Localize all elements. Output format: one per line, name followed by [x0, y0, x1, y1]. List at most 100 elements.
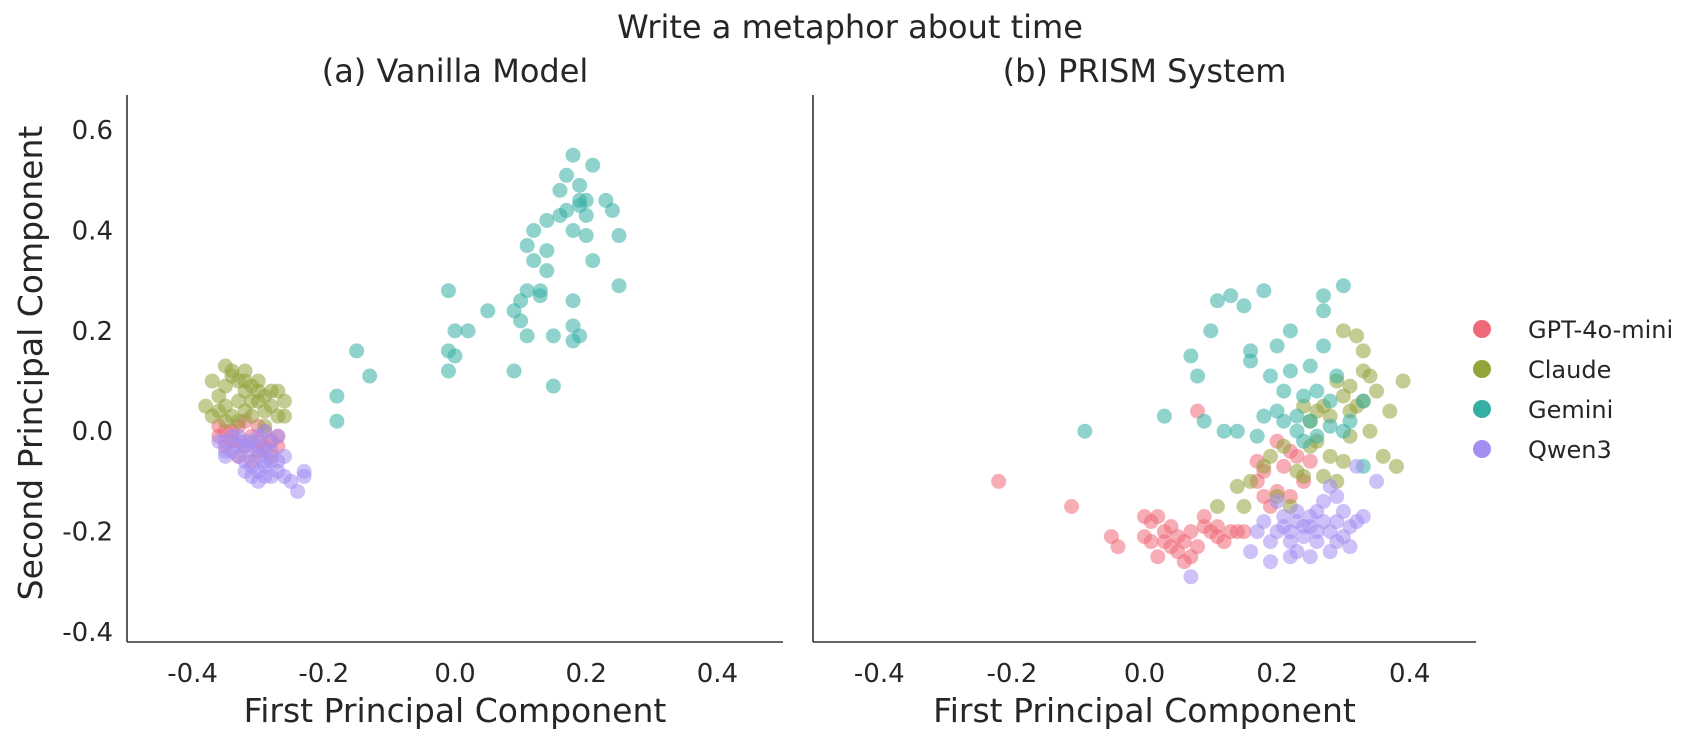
scatter-point: [572, 177, 588, 193]
scatter-point: [1262, 368, 1278, 384]
scatter-point: [1216, 423, 1232, 439]
x-tick-label: -0.2: [987, 659, 1038, 689]
series-gemini: [1077, 278, 1371, 474]
scatter-point: [296, 468, 312, 484]
scatter-point: [1150, 549, 1166, 565]
scatter-point: [1289, 504, 1305, 520]
scatter-point: [1249, 428, 1265, 444]
scatter-point: [1355, 509, 1371, 525]
scatter-point: [1282, 323, 1298, 339]
scatter-point: [1309, 383, 1325, 399]
scatter-point: [1276, 383, 1292, 399]
scatter-point: [578, 207, 594, 223]
y-tick-label: -0.4: [62, 618, 113, 648]
scatter-point: [604, 202, 620, 218]
scatter-point: [1362, 423, 1378, 439]
scatter-point: [1309, 504, 1325, 520]
scatter-point: [263, 453, 279, 469]
legend-item: Qwen3: [1473, 436, 1612, 464]
scatter-point: [991, 473, 1007, 489]
scatter-point: [1302, 413, 1318, 429]
scatter-point: [1282, 534, 1298, 550]
scatter-point: [1316, 303, 1332, 319]
scatter-point: [1190, 539, 1206, 555]
scatter-point: [539, 263, 555, 279]
scatter-point: [1329, 368, 1345, 384]
x-axis-label: First Principal Component: [933, 691, 1356, 730]
scatter-point: [1243, 353, 1259, 369]
scatter-point: [1296, 468, 1312, 484]
scatter-point: [1316, 338, 1332, 354]
scatter-point: [559, 167, 575, 183]
panel-vanilla: (a) Vanilla Model First Principal Compone…: [62, 52, 783, 730]
scatter-point: [513, 313, 529, 329]
scatter-point: [611, 228, 627, 244]
scatter-point: [1282, 363, 1298, 379]
scatter-point: [1183, 569, 1199, 585]
scatter-point: [244, 393, 260, 409]
scatter-point: [1183, 348, 1199, 364]
legend-item: GPT-4o-mini: [1473, 316, 1673, 344]
scatter-point: [1329, 488, 1345, 504]
x-tick-label: 0.4: [1389, 659, 1430, 689]
scatter-point: [565, 147, 581, 163]
scatter-point: [1243, 544, 1259, 560]
scatter-point: [532, 288, 548, 304]
figure-title: Write a metaphor about time: [617, 8, 1083, 46]
scatter-point: [440, 283, 456, 299]
scatter-point: [1342, 413, 1358, 429]
scatter-point: [519, 283, 535, 299]
y-tick-label: -0.2: [62, 518, 113, 548]
scatter-point: [1269, 524, 1285, 540]
scatter-point: [1302, 519, 1318, 535]
scatter-point: [237, 363, 253, 379]
scatter-point: [1229, 423, 1245, 439]
legend-marker: [1473, 400, 1491, 418]
scatter-point: [1236, 499, 1252, 515]
x-tick-label: 0.2: [1256, 659, 1297, 689]
scatter-point: [1256, 488, 1272, 504]
scatter-point: [1223, 288, 1239, 304]
scatter-point: [217, 448, 233, 464]
scatter-point: [329, 413, 345, 429]
x-tick-label: -0.4: [167, 659, 218, 689]
scatter-point: [1342, 539, 1358, 555]
scatter-point: [1156, 408, 1172, 424]
x-tick-label: 0.0: [1124, 659, 1165, 689]
scatter-point: [552, 182, 568, 198]
y-tick-label: 0.0: [72, 417, 113, 447]
scatter-point: [565, 293, 581, 309]
panel-prism: (b) PRISM System First Principal Componen…: [812, 52, 1476, 730]
y-tick-label: 0.2: [72, 317, 113, 347]
scatter-point: [539, 243, 555, 259]
legend-label: Gemini: [1528, 396, 1613, 424]
scatter-point: [1110, 539, 1126, 555]
scatter-point: [1150, 509, 1166, 525]
scatter-point: [1256, 283, 1272, 299]
scatter-point: [1243, 473, 1259, 489]
scatter-point: [460, 323, 476, 339]
series-gpt-4o-mini: [991, 403, 1318, 570]
scatter-point: [545, 378, 561, 394]
scatter-point: [217, 433, 233, 449]
x-axis-label: First Principal Component: [244, 691, 667, 730]
legend-item: Gemini: [1473, 396, 1613, 424]
scatter-point: [1143, 534, 1159, 550]
scatter-point: [1262, 554, 1278, 570]
scatter-point: [1388, 458, 1404, 474]
scatter-point: [237, 463, 253, 479]
scatter-point: [1276, 438, 1292, 454]
scatter-point: [362, 368, 378, 384]
scatter-point: [204, 408, 220, 424]
scatter-point: [1322, 544, 1338, 560]
legend-marker: [1473, 440, 1491, 458]
scatter-point: [1355, 343, 1371, 359]
scatter-point: [1316, 288, 1332, 304]
scatter-point: [276, 408, 292, 424]
legend-marker: [1473, 320, 1491, 338]
scatter-point: [1256, 408, 1272, 424]
scatter-point: [447, 348, 463, 364]
scatter-point: [276, 393, 292, 409]
x-tick-label: 0.0: [434, 659, 475, 689]
